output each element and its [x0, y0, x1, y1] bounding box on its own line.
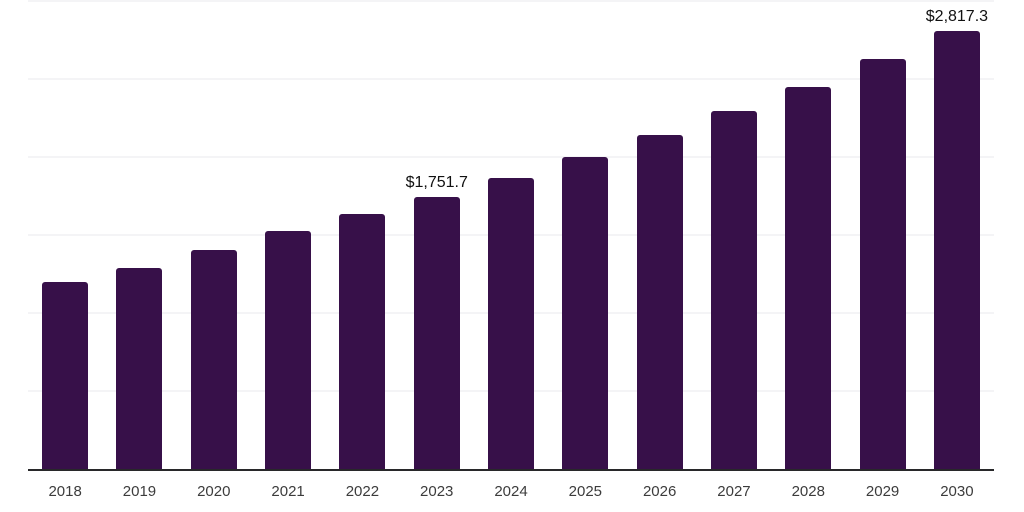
- bar-2026: [636, 134, 683, 470]
- bar-2027: [710, 111, 757, 470]
- bar-2025: [562, 157, 609, 470]
- x-tick-label-2020: 2020: [197, 483, 231, 500]
- x-tick-label-2028: 2028: [791, 483, 825, 500]
- plot-area: $1,751.7 $2,817.3: [28, 0, 994, 470]
- bar-2022: [339, 214, 386, 470]
- x-axis-tick-labels: 2018 2019 2020 2021 2022 2023 2024 2025 2026 2027…: [28, 482, 994, 501]
- x-tick-label-2025: 2025: [568, 483, 603, 500]
- bar-cell: [325, 0, 399, 470]
- bar-cell: [548, 0, 622, 470]
- x-tick-label-2029: 2029: [865, 483, 900, 500]
- bar-cell: [177, 0, 251, 470]
- x-tick-label-2030: 2030: [940, 483, 974, 500]
- bar-2028: [785, 87, 832, 470]
- bar-2018: [42, 282, 89, 470]
- gridline: [28, 156, 994, 158]
- x-axis-line: [28, 469, 994, 471]
- bar-2024: [488, 178, 535, 470]
- bar-cell: [102, 0, 176, 470]
- gridline: [28, 78, 994, 80]
- data-label-2030: $2,817.3: [925, 7, 989, 25]
- x-tick-label-2019: 2019: [122, 483, 157, 500]
- bar-2023: [413, 196, 460, 470]
- data-label-2023: $1,751.7: [405, 173, 468, 191]
- bar-cell: $1,751.7: [400, 0, 474, 470]
- bar-cell: [771, 0, 845, 470]
- gridline: [28, 0, 994, 2]
- bar-2021: [265, 231, 312, 470]
- x-tick-label-2026: 2026: [642, 483, 677, 500]
- bar-cell: [845, 0, 919, 470]
- bars-row: $1,751.7 $2,817.3: [28, 0, 994, 470]
- bar-cell: [697, 0, 771, 470]
- bar-2029: [859, 58, 906, 470]
- x-tick-label-2021: 2021: [271, 483, 305, 500]
- bar-2020: [190, 250, 237, 470]
- bar-2019: [116, 267, 163, 470]
- bar-cell: [474, 0, 548, 470]
- bar-cell: [251, 0, 325, 470]
- x-tick-label-2022: 2022: [345, 483, 380, 500]
- bar-cell: [623, 0, 697, 470]
- bar-cell: [28, 0, 102, 470]
- x-tick-label-2024: 2024: [494, 483, 528, 500]
- x-tick-label-2023: 2023: [420, 483, 454, 500]
- x-tick-label-2018: 2018: [48, 483, 82, 500]
- bar-2030: [933, 30, 980, 470]
- x-tick-label-2027: 2027: [717, 483, 751, 500]
- bar-cell: $2,817.3: [920, 0, 994, 470]
